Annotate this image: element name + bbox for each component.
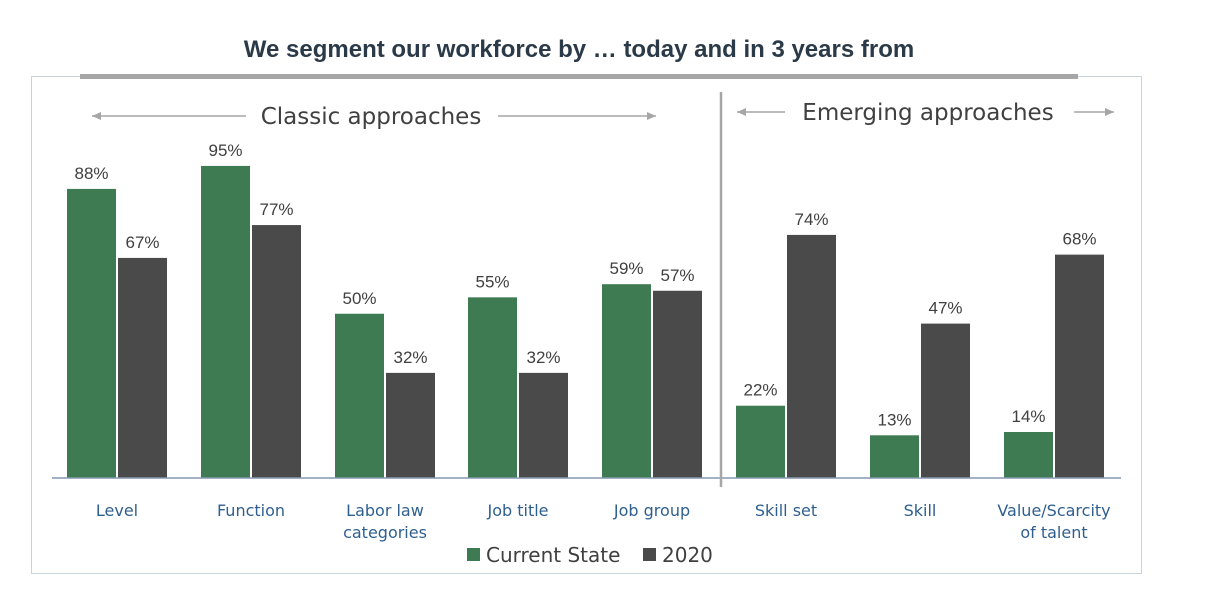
- value-label-2020-0: 67%: [125, 233, 159, 252]
- value-label-2020-2: 32%: [393, 348, 427, 367]
- bar-2020-2: [386, 372, 435, 478]
- bar-current-7: [1004, 432, 1053, 478]
- category-label-1: Function: [217, 501, 285, 520]
- bar-2020-3: [519, 372, 568, 478]
- legend-swatch-0: [467, 548, 480, 561]
- bar-current-6: [870, 435, 919, 478]
- group-label-1: Emerging approaches: [802, 100, 1053, 126]
- value-label-current-3: 55%: [475, 272, 509, 291]
- value-label-current-2: 50%: [342, 289, 376, 308]
- category-label-0: Level: [96, 501, 138, 520]
- category-label-5: Skill set: [755, 501, 817, 520]
- arrow-left-icon: [92, 112, 101, 120]
- bar-current-4: [602, 284, 651, 478]
- bar-current-3: [468, 297, 517, 478]
- value-label-current-4: 59%: [609, 259, 643, 278]
- category-label-3: Job title: [486, 501, 548, 520]
- legend-label-0: Current State: [486, 543, 620, 567]
- bar-2020-0: [118, 257, 167, 478]
- bar-2020-4: [653, 290, 702, 478]
- value-label-current-7: 14%: [1011, 407, 1045, 426]
- arrow-right-icon: [1105, 108, 1114, 116]
- legend-swatch-1: [643, 548, 656, 561]
- bar-current-0: [67, 188, 116, 479]
- bar-2020-6: [921, 323, 970, 478]
- value-label-2020-5: 74%: [794, 210, 828, 229]
- legend-label-1: 2020: [662, 543, 713, 567]
- value-label-current-6: 13%: [877, 410, 911, 429]
- title-underline: [80, 74, 1078, 79]
- bar-current-2: [335, 313, 384, 478]
- value-label-2020-7: 68%: [1062, 230, 1096, 249]
- category-label-4: Job group: [613, 501, 690, 520]
- value-label-2020-4: 57%: [660, 266, 694, 285]
- chart-title: We segment our workforce by … today and …: [243, 36, 915, 63]
- arrow-left-icon: [737, 108, 746, 116]
- category-label-6: Skill: [904, 501, 937, 520]
- group-label-0: Classic approaches: [261, 104, 482, 130]
- value-label-current-1: 95%: [208, 141, 242, 160]
- bar-2020-5: [787, 234, 836, 478]
- category-label-7: Value/Scarcity of talent: [997, 501, 1110, 542]
- bar-current-5: [736, 405, 785, 478]
- bar-2020-7: [1055, 254, 1104, 478]
- value-label-current-5: 22%: [743, 381, 777, 400]
- value-label-2020-3: 32%: [526, 348, 560, 367]
- category-label-2: Labor law categories: [343, 501, 427, 542]
- value-label-2020-6: 47%: [928, 299, 962, 318]
- value-label-current-0: 88%: [74, 164, 108, 183]
- value-label-2020-1: 77%: [259, 200, 293, 219]
- bar-current-1: [201, 165, 250, 479]
- bar-2020-1: [252, 225, 301, 478]
- arrow-right-icon: [647, 112, 656, 120]
